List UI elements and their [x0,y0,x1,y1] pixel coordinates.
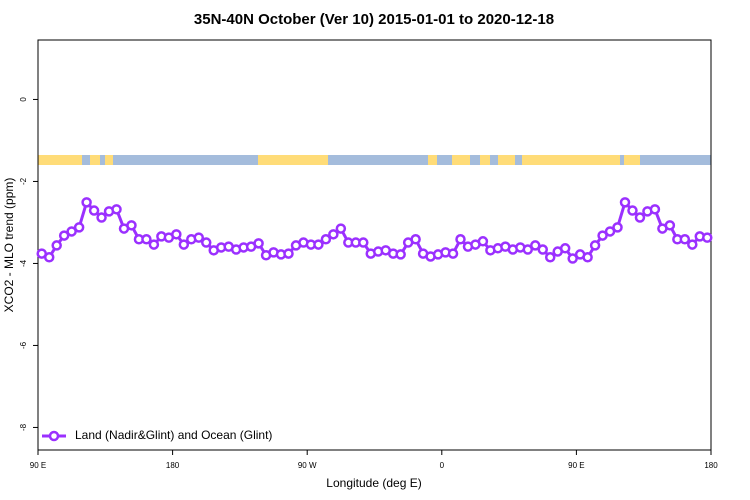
data-point [111,204,122,215]
data-point [455,234,466,245]
data-point [447,248,459,259]
y-tick-label: -6 [19,341,28,349]
data-point [634,212,646,223]
data-point [148,239,160,250]
data-point [328,229,339,240]
data-point [283,248,294,259]
data-point [530,240,541,251]
y-tick-label: -8 [19,423,28,431]
x-tick-label: 90 E [568,461,584,470]
x-tick-label: 90 E [30,461,46,470]
data-point [664,220,676,231]
data-point [358,237,369,248]
data-point [126,220,137,231]
data-point [559,243,571,254]
data-point [687,239,698,250]
data-point [679,234,691,245]
y-axis-label: XCO2 - MLO trend (ppm) [2,178,16,313]
data-point [66,226,77,237]
data-point [604,226,616,237]
y-tick-label: 0 [19,97,28,102]
land-ocean-strip [38,155,711,165]
data-point [619,197,631,208]
data-point [522,244,534,255]
x-tick-label: 180 [704,461,718,470]
data-point [73,222,85,233]
data-point [627,205,638,216]
y-tick-label: -4 [19,259,28,267]
data-point [544,252,556,263]
y-tick-label: -2 [19,177,28,185]
data-point [335,223,347,234]
data-point [477,236,489,247]
data-point [171,229,182,240]
x-tick-label: 0 [440,461,445,470]
data-point [702,232,713,243]
data-point [88,205,100,216]
data-point [597,230,608,241]
data-point [178,239,190,250]
data-point [589,240,601,251]
plot-frame [37,39,712,451]
data-point [141,234,152,245]
x-axis-label: Longitude (deg E) [326,476,421,490]
data-point [81,197,92,208]
data-point [96,212,107,223]
data-point [410,234,421,245]
data-point [395,249,406,260]
x-tick-label: 90 W [298,461,317,470]
data-point [43,252,55,263]
data-point [582,252,593,263]
legend-label: Land (Nadir&Glint) and Ocean (Glint) [75,428,272,442]
legend-marker [48,430,60,442]
data-point [320,234,332,245]
data-point [567,253,578,264]
data-point [537,244,548,255]
x-tick-label: 180 [166,461,180,470]
data-point [58,230,70,241]
data-point [193,232,205,243]
data-point [201,237,212,248]
data-point [649,204,661,215]
data-point [313,239,324,250]
data-point [51,240,62,251]
data-point [253,238,264,249]
data-point [612,222,623,233]
chart-title: 35N-40N October (Ver 10) 2015-01-01 to 2… [194,11,554,28]
